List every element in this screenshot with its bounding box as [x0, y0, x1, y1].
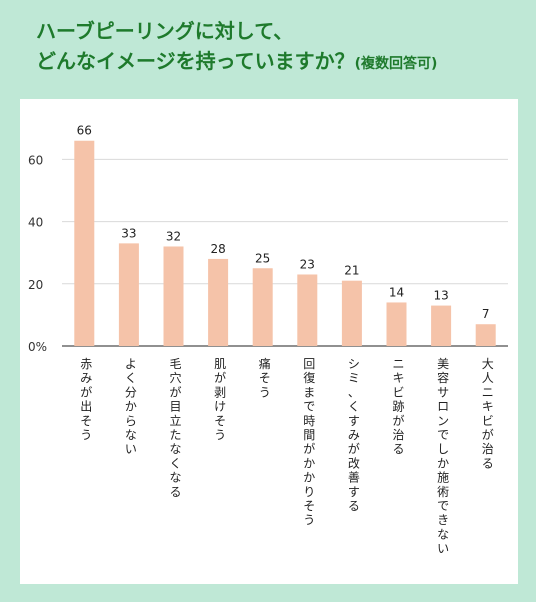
category-label: 美容サロンでしか施術できない: [437, 357, 449, 556]
category-label: 肌が剥けそう: [214, 357, 226, 442]
data-label: 23: [300, 257, 315, 271]
bar: [475, 324, 496, 346]
y-tick-label: 60: [28, 153, 43, 167]
data-label: 25: [255, 251, 270, 265]
bar-chart: 0% 20 40 60 66 赤みが出そう 33 よく分からない 32 毛穴が目立たなくなる 28 肌…: [28, 124, 508, 556]
category-label: 回復まで時間がかかりそう: [303, 357, 315, 527]
data-label: 14: [389, 285, 404, 299]
category-label: 痛そう: [259, 356, 271, 399]
category-label: よく分からない: [125, 357, 137, 456]
chart-title: ハーブピーリングに対して、 どんなイメージを持っていますか？(複数回答可): [36, 16, 516, 79]
bar: [297, 274, 318, 346]
bar: [431, 305, 452, 346]
y-tick-label: 0%: [28, 340, 47, 354]
bar: [163, 246, 184, 346]
title-line-2: どんなイメージを持っていますか？(複数回答可): [36, 46, 516, 79]
category-label: シミ、くすみが改善する: [348, 357, 360, 513]
y-tick-label: 20: [28, 278, 43, 292]
bar: [252, 268, 273, 346]
bar: [74, 140, 95, 346]
data-label: 21: [344, 264, 359, 278]
title-note: (複数回答可): [354, 56, 438, 72]
data-label: 28: [210, 242, 225, 256]
data-label: 7: [482, 307, 490, 321]
title-question: どんなイメージを持っていますか？: [36, 49, 355, 73]
bar: [341, 280, 362, 346]
category-label: ニキビ跡が治る: [392, 357, 404, 456]
category-label: 毛穴が目立たなくなる: [169, 357, 181, 499]
bar: [208, 258, 229, 346]
data-label: 13: [433, 289, 448, 303]
data-label: 66: [77, 124, 92, 138]
bar: [118, 243, 139, 346]
title-line-1: ハーブピーリングに対して、: [36, 19, 294, 43]
category-label: 赤みが出そう: [80, 357, 92, 442]
data-label: 33: [121, 226, 136, 240]
category-label: 大人ニキビが治る: [482, 357, 494, 470]
y-tick-label: 40: [28, 216, 43, 230]
bar: [386, 302, 407, 346]
data-label: 32: [166, 229, 181, 243]
chart-panel: 0% 20 40 60 66 赤みが出そう 33 よく分からない 32 毛穴が目立たなくなる 28 肌…: [20, 99, 518, 584]
